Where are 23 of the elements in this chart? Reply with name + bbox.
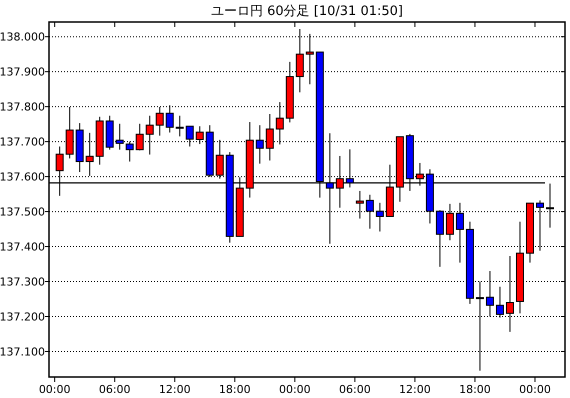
ytick: 137.200 xyxy=(0,310,45,324)
xtick: 00:00 xyxy=(38,383,71,396)
ytick: 137.400 xyxy=(0,240,45,254)
xtick: 12:00 xyxy=(399,383,431,396)
ytick: 137.600 xyxy=(0,170,45,184)
title: ユーロ円 60分足 [10/31 01:50] xyxy=(211,4,403,19)
xtick: 06:00 xyxy=(98,383,131,396)
ytick: 137.900 xyxy=(0,66,45,79)
candlestick xyxy=(156,106,164,136)
ytick: 137.800 xyxy=(0,100,45,114)
ytick: 137.100 xyxy=(0,345,45,358)
xtick: 12:00 xyxy=(158,383,191,396)
xtick: 00:00 xyxy=(278,383,311,396)
candlestick xyxy=(166,104,174,134)
ytick: 137.300 xyxy=(0,276,45,289)
ytick: 137.500 xyxy=(0,206,45,219)
xtick: 06:00 xyxy=(339,383,371,396)
candlestick xyxy=(176,115,184,137)
xtick: 00:00 xyxy=(519,383,551,396)
xtick: 18:00 xyxy=(459,383,491,396)
xtick: 18:00 xyxy=(218,383,251,396)
ytick: 138.000 xyxy=(0,30,45,44)
ytick: 137.700 xyxy=(0,136,45,149)
